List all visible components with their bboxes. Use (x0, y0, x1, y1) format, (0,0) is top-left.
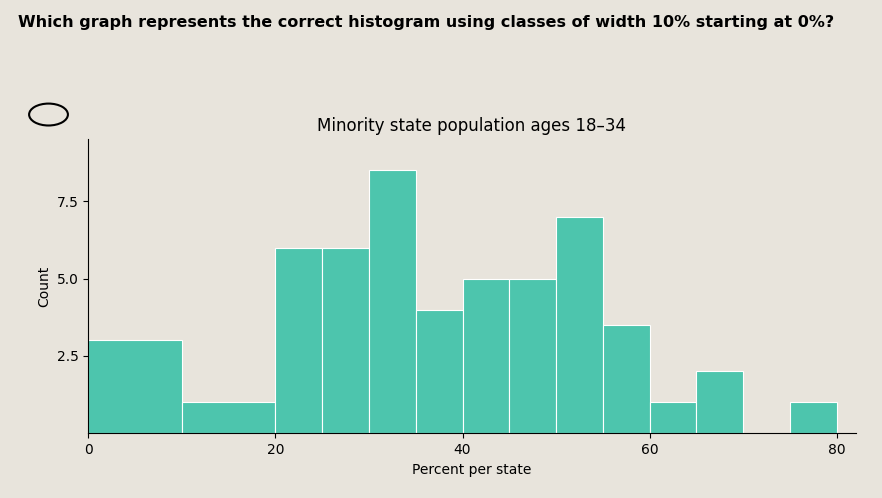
Text: Which graph represents the correct histogram using classes of width 10% starting: Which graph represents the correct histo… (18, 15, 833, 30)
Y-axis label: Count: Count (37, 266, 51, 307)
Bar (650, 402, 697, 433)
Bar (369, 170, 415, 433)
Bar (509, 278, 556, 433)
Bar (462, 278, 509, 433)
X-axis label: Percent per state: Percent per state (412, 463, 532, 477)
Bar (88, 341, 182, 433)
Title: Minority state population ages 18–34: Minority state population ages 18–34 (318, 117, 626, 135)
Bar (556, 217, 603, 433)
Bar (275, 248, 322, 433)
Bar (182, 402, 275, 433)
Bar (790, 402, 837, 433)
Bar (322, 248, 369, 433)
Bar (697, 372, 744, 433)
Bar (603, 325, 650, 433)
Bar (415, 310, 462, 433)
